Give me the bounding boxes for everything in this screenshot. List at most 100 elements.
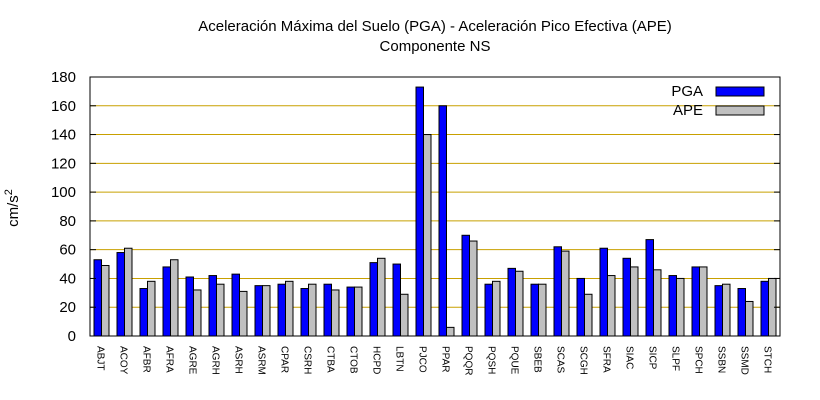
bar-pga-ctba	[323, 283, 332, 337]
x-tick-label: SCAS	[555, 346, 566, 374]
bar-ape-sicp	[653, 269, 662, 337]
bar-pga-sbeb	[530, 283, 539, 337]
chart-title: Aceleración Máxima del Suelo (PGA) - Ace…	[198, 18, 672, 35]
legend: PGA APE	[671, 83, 765, 119]
bar-ape-spch	[699, 266, 708, 337]
x-tick-label: SIAC	[624, 346, 635, 369]
bar-ape-acoy	[124, 247, 133, 337]
bar-pga-ssmd	[737, 288, 746, 337]
bar-pga-lbtn	[392, 263, 401, 337]
bar-ape-lbtn	[400, 293, 409, 337]
bar-ape-ppar	[446, 326, 455, 337]
plot-frame	[89, 76, 781, 337]
x-tick-label: SSBN	[716, 346, 727, 373]
x-tick-label: LBTN	[394, 346, 405, 372]
y-tick-label: 40	[59, 270, 76, 287]
bar-ape-agre	[193, 289, 202, 337]
y-axis-ticks: 0 20 40 60 80 100 120 140 160 180	[51, 69, 780, 345]
bar-ape-sfra	[607, 275, 616, 337]
bar-pga-asrh	[231, 273, 240, 337]
x-tick-label: STCH	[762, 346, 773, 373]
bar-pga-pque	[507, 267, 516, 337]
y-tick-label: 140	[51, 127, 76, 144]
x-tick-label: SICP	[647, 346, 658, 370]
bar-ape-abjt	[101, 264, 110, 337]
x-tick-label: AGRE	[187, 346, 198, 375]
x-tick-label: ACOY	[118, 346, 129, 375]
x-tick-label: AGRH	[210, 346, 221, 375]
bar-ape-siac	[630, 266, 639, 337]
bar-ape-asrh	[239, 290, 248, 337]
bar-ape-pque	[515, 270, 524, 337]
bar-pga-cpar	[277, 283, 286, 337]
bar-ape-pqqr	[469, 240, 478, 337]
bar-ape-ssbn	[722, 283, 731, 337]
x-tick-label: CTOB	[348, 346, 359, 374]
bar-ape-scgh	[584, 293, 593, 337]
x-tick-label: ASRM	[256, 346, 267, 375]
bar-ape-hcpd	[377, 257, 386, 337]
bar-pga-ctob	[346, 286, 355, 337]
x-tick-label: SSMD	[739, 346, 750, 375]
bar-ape-afbr	[147, 280, 156, 337]
bar-pga-stch	[760, 280, 769, 337]
y-tick-label: 180	[51, 69, 76, 86]
bar-pga-acoy	[116, 252, 125, 337]
x-tick-label: PQQR	[463, 346, 474, 375]
x-tick-label: PJCO	[417, 346, 428, 373]
bar-pga-scgh	[576, 277, 585, 337]
x-tick-label: SCGH	[578, 346, 589, 375]
x-tick-label: AFBR	[141, 346, 152, 373]
y-tick-label: 0	[68, 328, 76, 345]
bar-pga-pqqr	[461, 234, 470, 337]
bar-pga-agre	[185, 276, 194, 337]
bar-pga-asrm	[254, 285, 263, 337]
bar-ape-slpf	[676, 277, 685, 337]
bar-ape-asrm	[262, 285, 271, 337]
legend-label-pga: PGA	[671, 83, 703, 100]
chart-subtitle: Componente NS	[380, 38, 491, 55]
bar-ape-agrh	[216, 283, 225, 337]
bar-ape-pjco	[423, 134, 432, 337]
x-tick-label: SPCH	[693, 346, 704, 374]
y-tick-label: 80	[59, 213, 76, 230]
x-tick-label: HCPD	[371, 346, 382, 374]
bar-pga-sicp	[645, 239, 654, 337]
bar-pga-spch	[691, 266, 700, 337]
bar-pga-afra	[162, 266, 171, 337]
bar-pga-sfra	[599, 247, 608, 337]
bar-pga-siac	[622, 257, 631, 337]
x-tick-label: CSRH	[302, 346, 313, 374]
bar-ape-ctob	[354, 286, 363, 337]
x-tick-label: SLPF	[670, 346, 681, 371]
bar-pga-afbr	[139, 288, 148, 337]
bar-ape-sbeb	[538, 283, 547, 337]
x-tick-label: ABJT	[95, 346, 106, 370]
x-tick-label: SFRA	[601, 346, 612, 373]
bar-pga-slpf	[668, 275, 677, 337]
bar-ape-cpar	[285, 280, 294, 337]
bar-pga-agrh	[208, 275, 217, 337]
bar-ape-ssmd	[745, 300, 754, 337]
x-tick-label: PQUE	[509, 346, 520, 375]
bar-pga-pjco	[415, 86, 424, 337]
bar-pga-ppar	[438, 105, 447, 337]
bar-ape-pqsh	[492, 280, 501, 337]
bar-ape-csrh	[308, 283, 317, 337]
x-tick-label: ASRH	[233, 346, 244, 374]
bar-pga-abjt	[93, 259, 102, 337]
bar-pga-scas	[553, 246, 562, 337]
bar-ape-afra	[170, 259, 179, 337]
bar-pga-csrh	[300, 288, 309, 337]
y-tick-label: 100	[51, 184, 76, 201]
y-tick-label: 20	[59, 299, 76, 316]
y-axis-label: cm/s2	[3, 189, 22, 227]
bar-ape-ctba	[331, 289, 340, 337]
x-tick-label: CPAR	[279, 346, 290, 373]
x-axis-ticks: ABJT ACOY AFBR AFRA AGRE AGRH ASRH ASRM CPAR CSRH…	[95, 330, 773, 375]
x-tick-label: SBEB	[532, 346, 543, 373]
bar-pga-hcpd	[369, 262, 378, 337]
x-tick-label: PPAR	[440, 346, 451, 373]
y-tick-label: 160	[51, 98, 76, 115]
